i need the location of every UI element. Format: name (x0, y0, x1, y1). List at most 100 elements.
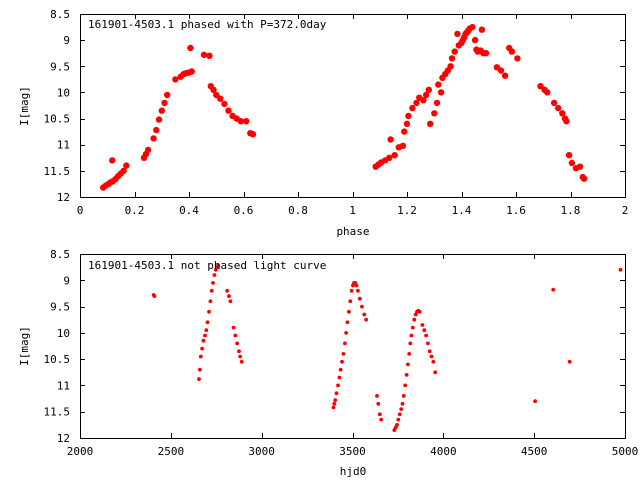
phased-data-point (435, 81, 442, 88)
phased-data-point (454, 30, 461, 38)
phased-data-point (109, 157, 116, 164)
unphased-data-point (407, 352, 412, 356)
phased-data-point (497, 67, 505, 74)
unphased-xtick-label: 3000 (248, 445, 275, 458)
unphased-xtick-label: 3500 (339, 445, 366, 458)
phased-data-point (387, 136, 394, 143)
unphased-data-point (198, 354, 203, 359)
unphased-data-point (237, 349, 241, 354)
phased-xtick-label: 0.2 (125, 204, 145, 217)
unphased-data-point (420, 323, 425, 327)
phased-xtick-label: 1 (349, 204, 356, 217)
phased-data-point (249, 131, 257, 138)
phased-data-point (447, 63, 454, 70)
unphased-data-point (426, 341, 430, 346)
phased-plot-ylabel: I[mag] (18, 86, 31, 126)
phased-plot-title: 161901-4503.1 phased with P=372.0day (88, 18, 327, 31)
phased-data-point (200, 51, 208, 58)
unphased-ytick-label: 11 (57, 379, 70, 392)
phased-xtick-label: 1.2 (397, 204, 417, 217)
phased-data-point (401, 128, 408, 135)
phased-data-point (550, 99, 558, 107)
phased-data-point (405, 112, 412, 120)
phased-data-point (425, 86, 432, 94)
phased-data-point (155, 116, 163, 123)
phased-data-point (544, 89, 551, 96)
phased-data-point (206, 52, 213, 59)
phased-data-point (482, 50, 490, 57)
unphased-plot-points (151, 263, 623, 432)
phased-ytick-label: 12 (57, 191, 70, 204)
unphased-light-curve-plot: 2000 2500 3000 3500 4000 4500 5000 8.5 9 9.5 10 10.… (18, 248, 638, 478)
unphased-data-point (228, 299, 233, 304)
unphased-data-point (235, 341, 240, 346)
unphased-data-point (400, 401, 405, 406)
unphased-data-point (336, 383, 340, 388)
unphased-ytick-label: 11.5 (44, 406, 71, 419)
unphased-data-point (349, 288, 354, 293)
phased-data-point (537, 83, 544, 90)
unphased-data-point (341, 352, 346, 356)
unphased-data-point (427, 349, 432, 354)
unphased-data-point (404, 373, 409, 377)
unphased-data-point (331, 405, 336, 410)
unphased-data-point (360, 304, 364, 309)
phased-xtick-label: 1.4 (452, 204, 472, 217)
unphased-data-point (216, 263, 221, 268)
unphased-data-point (343, 341, 347, 346)
phased-data-point (386, 154, 393, 161)
phased-data-point (187, 44, 194, 52)
phased-data-point (158, 107, 165, 114)
unphased-data-point (205, 320, 210, 325)
unphased-data-point (379, 417, 384, 422)
unphased-data-point (203, 333, 207, 338)
unphased-data-point (333, 398, 338, 402)
unphased-data-point (340, 359, 344, 364)
unphased-data-point (417, 309, 422, 314)
unphased-data-point (429, 354, 434, 359)
phased-data-point (563, 118, 570, 125)
phased-data-point (469, 23, 476, 31)
unphased-data-point (348, 299, 353, 304)
phased-plot-ticks: 0 0.2 0.4 0.6 0.8 1 1.2 1.4 1.6 1.8 2 8.5 9 9.5 10 10.5… (44, 8, 629, 217)
unphased-xtick-label: 5000 (612, 445, 639, 458)
phased-data-point (433, 99, 441, 107)
unphased-data-point (410, 325, 415, 330)
unphased-data-point (345, 320, 350, 325)
unphased-data-point (424, 333, 428, 338)
phased-ytick-label: 11.5 (44, 165, 71, 178)
unphased-xtick-label: 4000 (430, 445, 457, 458)
phased-data-point (150, 135, 157, 142)
unphased-data-point (399, 407, 404, 411)
unphased-data-point (209, 288, 214, 293)
unphased-data-point (238, 354, 243, 359)
phased-data-point (161, 99, 168, 107)
unphased-data-point (332, 401, 337, 406)
unphased-data-point (551, 287, 556, 292)
unphased-ytick-label: 12 (57, 432, 70, 445)
unphased-ytick-label: 10.5 (44, 353, 71, 366)
unphased-data-point (397, 412, 402, 417)
phased-xtick-label: 0 (77, 204, 84, 217)
phased-data-point (471, 36, 479, 44)
unphased-data-point (198, 367, 202, 372)
unphased-data-point (362, 312, 367, 317)
phased-data-point (243, 118, 250, 125)
unphased-data-point (225, 288, 230, 293)
phased-xtick-label: 0.6 (234, 204, 254, 217)
unphased-xtick-label: 4500 (521, 445, 548, 458)
unphased-data-point (200, 346, 205, 351)
unphased-data-point (211, 281, 215, 285)
phased-data-point (508, 48, 516, 55)
phased-data-point (451, 48, 458, 55)
unphased-ytick-label: 9 (63, 274, 70, 287)
unphased-data-point (208, 299, 213, 304)
unphased-data-point (204, 328, 209, 333)
phased-xtick-label: 1.8 (561, 204, 581, 217)
unphased-data-point (406, 362, 410, 367)
unphased-plot-title: 161901-4503.1 not phased light curve (88, 259, 326, 272)
unphased-data-point (377, 412, 382, 417)
unphased-data-point (364, 317, 368, 322)
phased-data-point (565, 152, 573, 159)
phased-data-point (217, 95, 224, 102)
